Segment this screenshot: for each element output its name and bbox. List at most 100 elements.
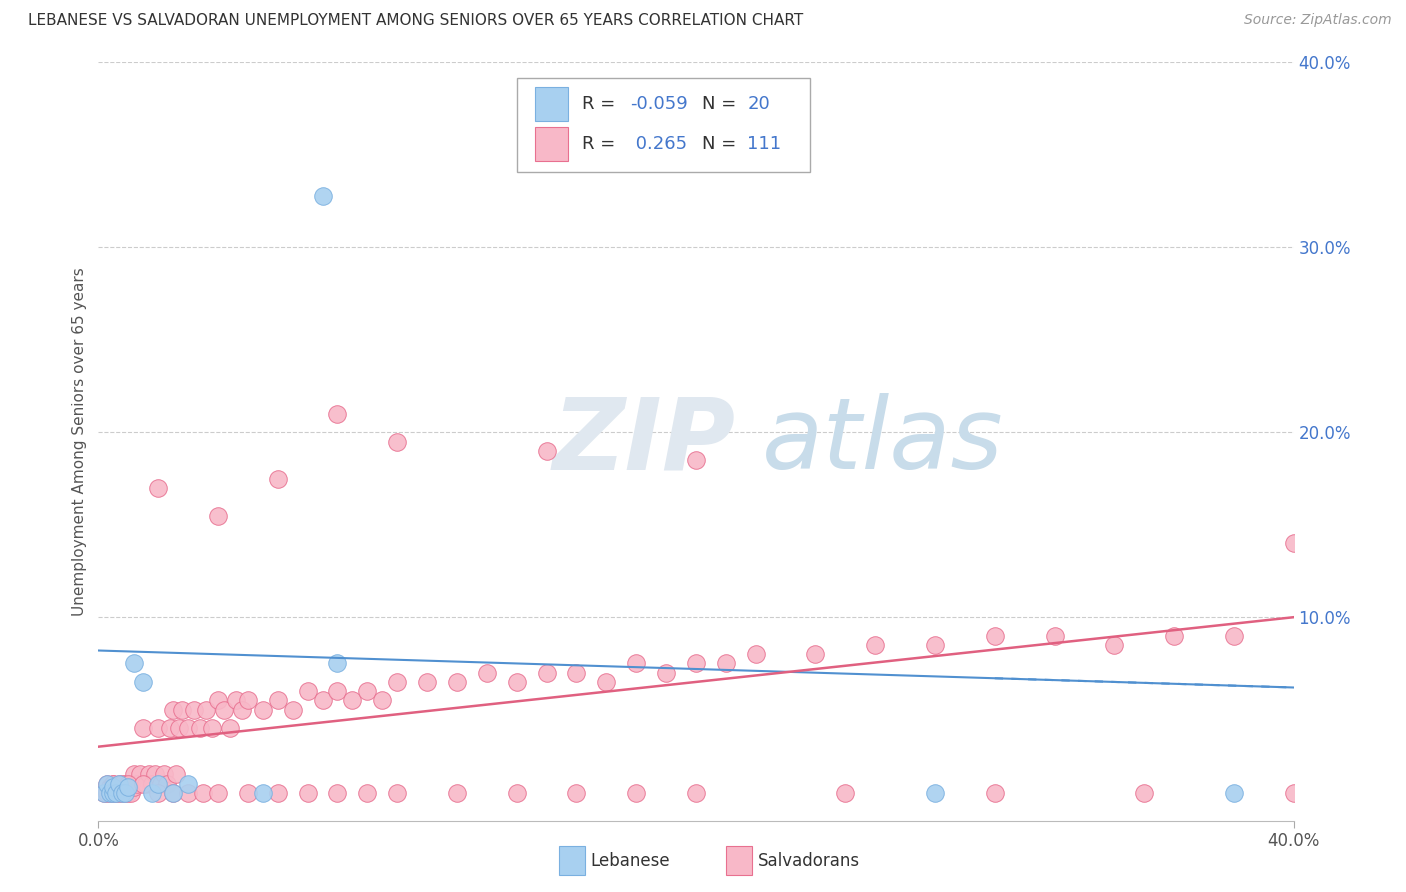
Bar [534,127,568,161]
Point [506,675,529,690]
Point [1223,629,1246,643]
Text: R =: R = [582,95,621,113]
Point [252,786,274,800]
Point [132,675,155,690]
Point [804,647,827,661]
Text: -0.059: -0.059 [630,95,688,113]
Point [714,657,737,671]
Text: atlas: atlas [762,393,1004,490]
Point [385,675,409,690]
Point [127,777,149,791]
Text: Salvadorans: Salvadorans [758,852,860,870]
Point [148,481,170,495]
Point [236,786,259,800]
Point [93,786,115,800]
Text: N =: N = [702,135,742,153]
Point [177,777,200,791]
Point [120,777,142,791]
Point [103,780,125,795]
Point [96,777,118,791]
Point [124,657,146,671]
Text: 0.265: 0.265 [630,135,688,153]
Point [188,721,211,735]
Point [506,786,529,800]
Point [172,703,194,717]
Point [103,786,125,800]
Point [162,786,184,800]
Point [225,693,247,707]
Point [626,657,648,671]
Point [326,684,349,698]
Point [416,675,439,690]
Point [148,786,170,800]
Point [141,777,163,791]
Point [98,780,122,795]
Point [195,703,218,717]
Point [117,780,139,795]
Point [385,786,409,800]
FancyBboxPatch shape [517,78,810,172]
Point [183,703,205,717]
Point [626,786,648,800]
Point [98,786,122,800]
Point [167,721,190,735]
Text: Lebanese: Lebanese [591,852,671,870]
Point [281,703,304,717]
Point [1163,629,1185,643]
Point [685,453,707,467]
Point [267,693,290,707]
Point [685,657,707,671]
Point [297,684,319,698]
Point [129,767,152,781]
Point [371,693,394,707]
Point [865,638,887,652]
Point [201,721,224,735]
Point [132,777,155,791]
Point [252,703,274,717]
Point [207,693,229,707]
Point [207,786,229,800]
Point [326,657,349,671]
Point [834,786,856,800]
Text: N =: N = [702,95,742,113]
Point [311,693,333,707]
Point [536,443,558,458]
Point [475,665,498,680]
Point [745,647,768,661]
Bar [534,87,568,121]
Point [120,786,142,800]
Point [148,777,170,791]
Point [1104,638,1126,652]
Point [536,665,558,680]
Point [162,703,184,717]
Point [984,629,1007,643]
Point [446,675,468,690]
Point [156,777,179,791]
Point [595,675,617,690]
Point [111,780,134,795]
Point [342,693,364,707]
Point [117,780,139,795]
Point [356,786,378,800]
Point [326,786,349,800]
Point [111,786,134,800]
Point [117,786,139,800]
Point [108,777,131,791]
Point [103,777,125,791]
Point [446,786,468,800]
Point [385,434,409,449]
Point [117,777,139,791]
Point [114,777,136,791]
Point [219,721,242,735]
Point [685,786,707,800]
Point [108,777,131,791]
Point [111,777,134,791]
Point [143,767,166,781]
Point [114,786,136,800]
Point [150,777,173,791]
Point [132,721,155,735]
Point [93,786,115,800]
Point [103,780,125,795]
Y-axis label: Unemployment Among Seniors over 65 years: Unemployment Among Seniors over 65 years [72,268,87,615]
Point [924,638,946,652]
